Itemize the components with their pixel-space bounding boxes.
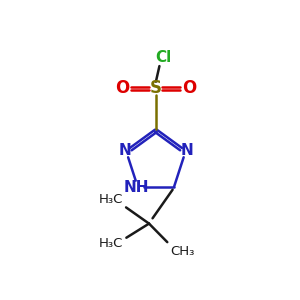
Text: N: N	[180, 143, 193, 158]
Text: O: O	[182, 79, 196, 97]
Text: CH₃: CH₃	[170, 245, 194, 258]
Text: H₃C: H₃C	[99, 193, 124, 206]
Text: H₃C: H₃C	[99, 237, 123, 250]
Text: N: N	[118, 143, 131, 158]
Text: S: S	[150, 79, 162, 97]
Text: O: O	[116, 79, 130, 97]
Text: NH: NH	[124, 180, 149, 195]
Text: Cl: Cl	[155, 50, 171, 65]
